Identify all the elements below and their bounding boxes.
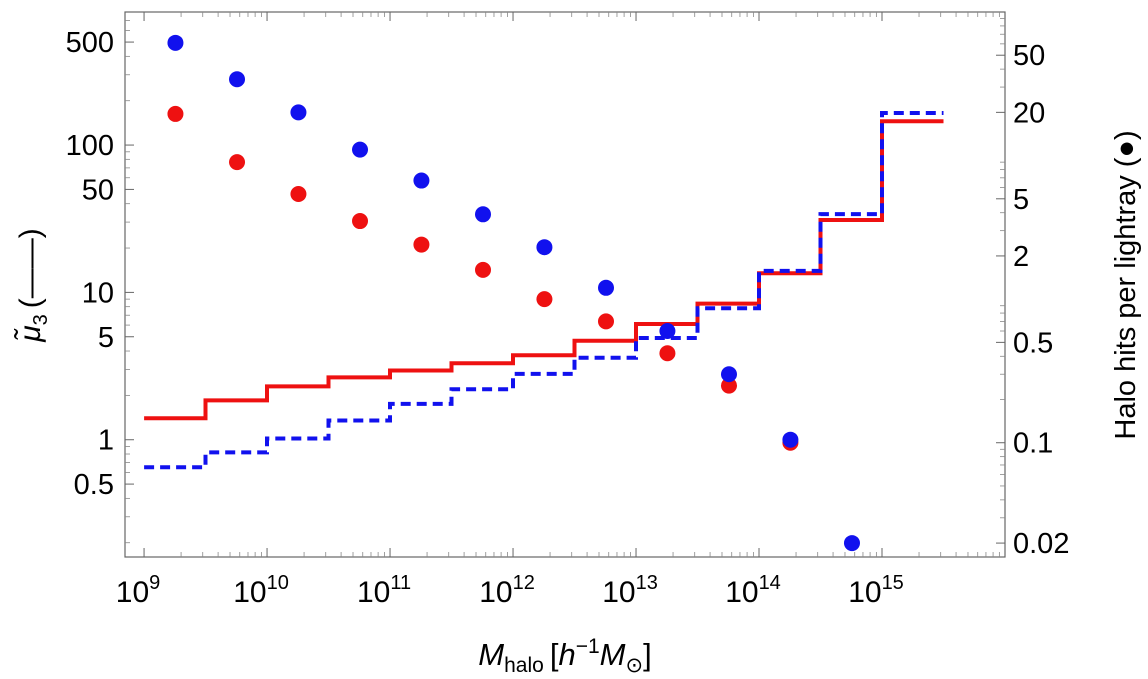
x-tick-label: 1015: [848, 572, 904, 609]
point-series: [167, 34, 860, 552]
step-series: [144, 111, 944, 470]
blue-point: [290, 104, 307, 121]
y-right-tick-label: 0.1: [1013, 428, 1053, 460]
blue-point: [659, 323, 676, 340]
y-left-tick-label: 1: [98, 425, 114, 457]
x-axis-title: Mhalo [h−1M⊙]: [478, 635, 651, 677]
red-point: [475, 261, 492, 278]
y-left-tick-label: 0.5: [74, 469, 114, 501]
x-tick-label: 1011: [357, 572, 411, 609]
y-right-tick-label: 0.5: [1013, 327, 1053, 359]
x-tick-label: 109: [116, 572, 161, 609]
y-left-tick-label: 100: [66, 130, 114, 162]
y-left-tick-label: 500: [66, 27, 114, 59]
y-left-axis-title: μ̃3(——): [14, 228, 52, 343]
blue-point: [413, 172, 430, 189]
red-point: [597, 313, 614, 330]
plot-frame: [124, 11, 1006, 558]
red-point: [229, 154, 246, 171]
blue-point: [167, 34, 184, 51]
red-point: [720, 377, 737, 394]
y-right-ticks: 0.02 0.1 0.5 2 5 20 50: [996, 18, 1069, 560]
blue-point: [536, 239, 553, 256]
x-ticks-bottom: 109 1010 1011 1012 1013 1014 1015: [116, 548, 1000, 609]
y-right-tick-label: 50: [1013, 40, 1045, 72]
y-right-tick-label: 2: [1013, 241, 1029, 273]
x-tick-label: 1013: [602, 572, 658, 609]
y-left-tick-label: 5: [98, 322, 114, 354]
y-right-tick-label: 20: [1013, 97, 1045, 129]
blue-point: [843, 535, 860, 552]
red-solid-step-line: [144, 119, 944, 421]
y-left-tick-label: 10: [82, 277, 114, 309]
red-point: [167, 105, 184, 122]
blue-point: [720, 366, 737, 383]
blue-point: [782, 431, 799, 448]
blue-dashed-step-line: [144, 111, 944, 470]
blue-point: [352, 141, 369, 158]
blue-point: [597, 279, 614, 296]
x-tick-label: 1012: [479, 572, 535, 609]
x-ticks-top: [143, 12, 1000, 21]
blue-point: [475, 206, 492, 223]
x-tick-label: 1010: [233, 572, 289, 609]
y-right-tick-label: 0.02: [1013, 528, 1069, 560]
red-point: [413, 236, 430, 253]
y-right-axis-title: Halo hits per lightray (●): [1110, 130, 1142, 439]
y-left-tick-label: 50: [82, 174, 114, 206]
red-point: [659, 345, 676, 362]
x-tick-label: 1014: [725, 572, 781, 609]
red-point: [536, 291, 553, 308]
blue-point: [229, 71, 246, 88]
red-point: [290, 185, 307, 202]
red-point: [352, 213, 369, 230]
y-right-tick-label: 5: [1013, 184, 1029, 216]
y-left-ticks: 0.5 1 5 10 50 100 500: [66, 20, 134, 544]
